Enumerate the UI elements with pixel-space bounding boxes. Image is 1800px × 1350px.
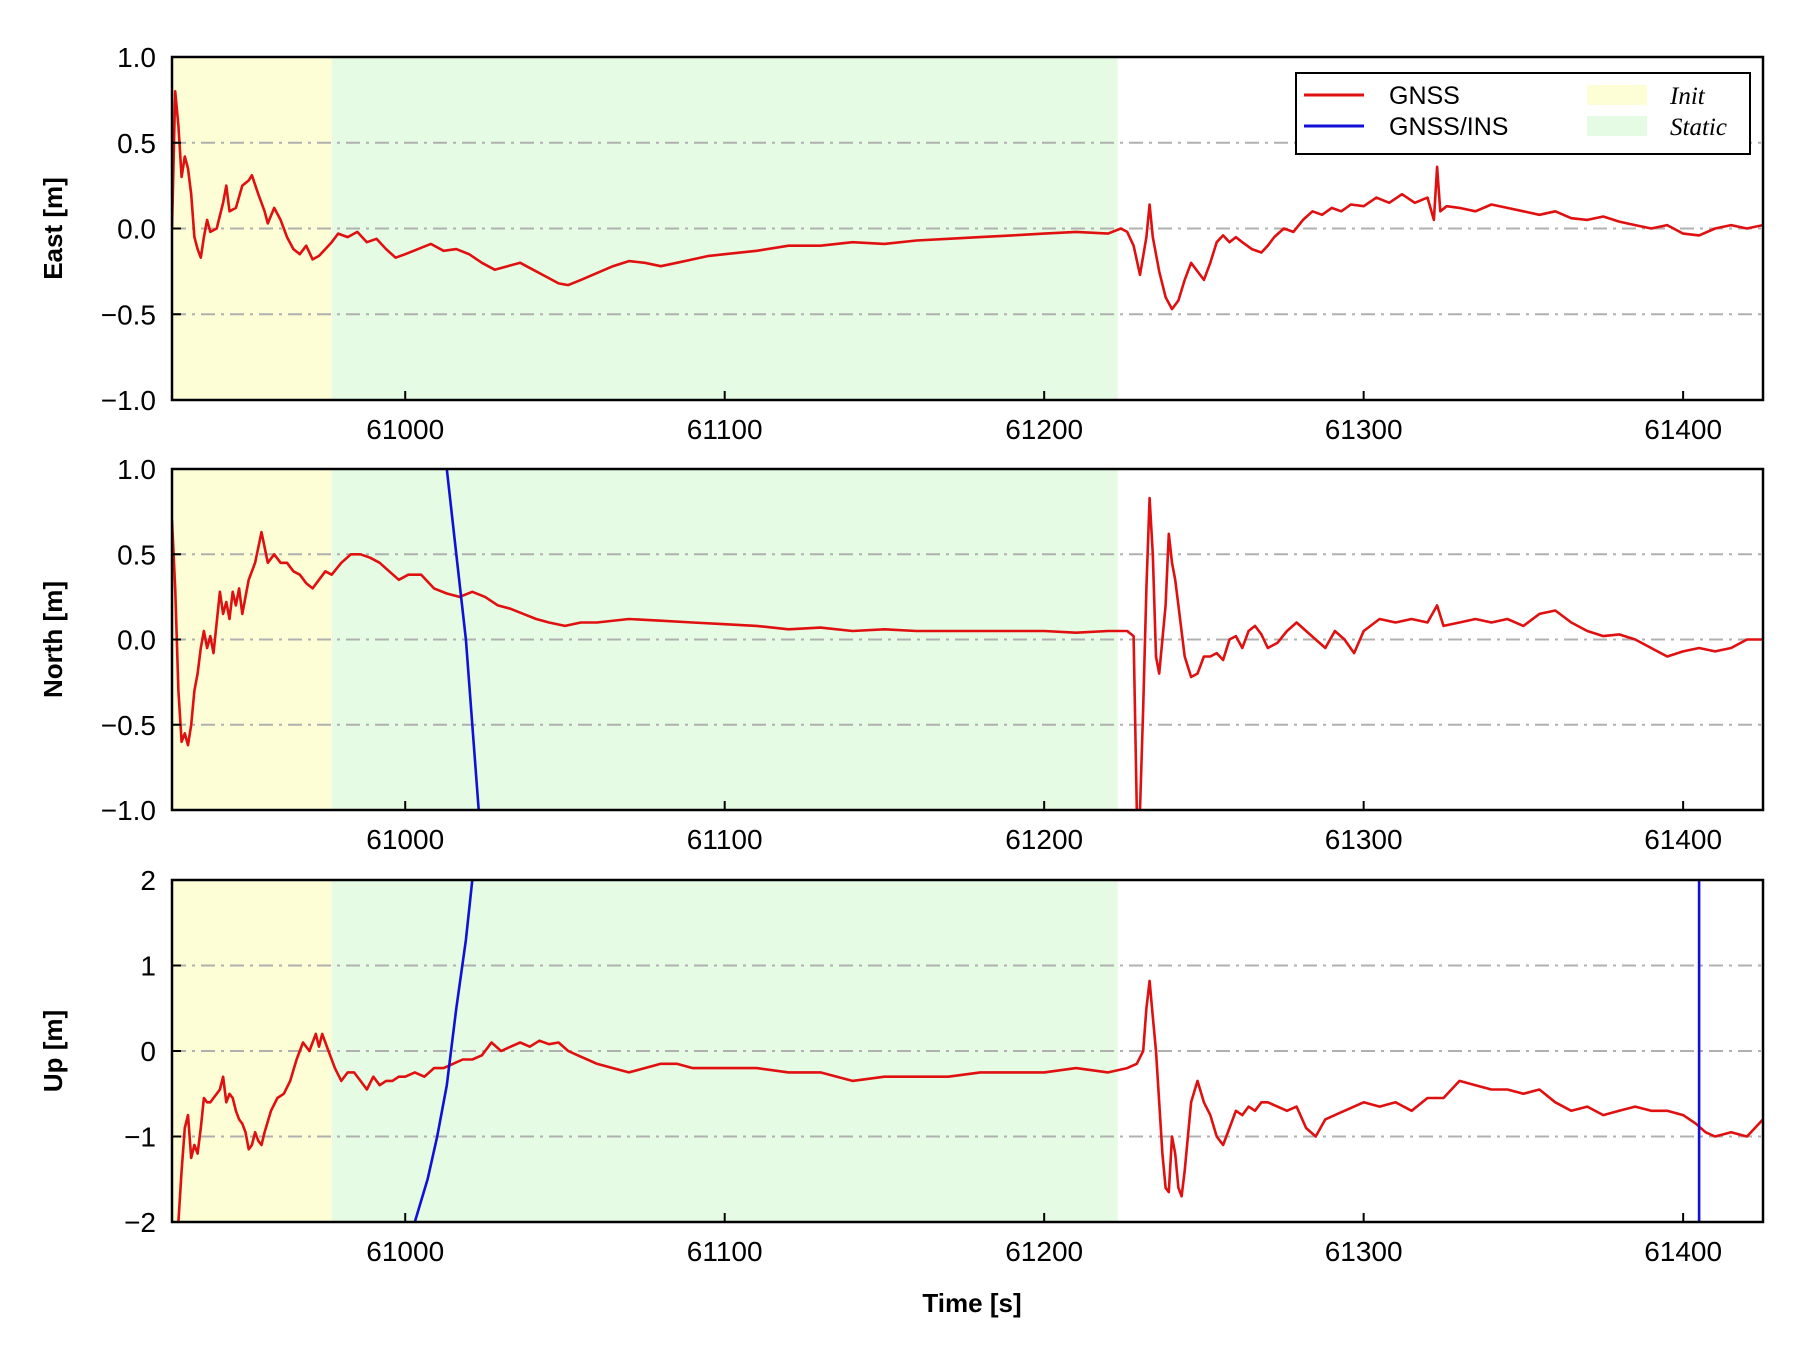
up-y-tick-label: −1 [124, 1122, 156, 1153]
up-series-gnss [177, 979, 1763, 1222]
north-x-tick-label: 61300 [1325, 824, 1403, 855]
north-y-tick-label: 0.5 [117, 539, 156, 570]
legend-box [1295, 72, 1751, 155]
north-series-gnss-ins [445, 469, 480, 810]
east-x-tick-label: 61000 [366, 414, 444, 445]
x-axis-label: Time [s] [922, 1288, 1021, 1318]
north-y-tick-label: 0.0 [117, 625, 156, 656]
east-y-tick-label: 0.0 [117, 214, 156, 245]
legend-swatch-init [1587, 85, 1647, 105]
east-x-tick-label: 61300 [1325, 414, 1403, 445]
north-panel: 61000 61100 61200 61300 61400 −1.0 −0.5 0.0 0.5 1… [38, 454, 1765, 855]
east-x-tick-label: 61400 [1644, 414, 1722, 445]
up-panel: 61000 61100 61200 61300 61400 −2 −1 0 1 2 Up [m] [38, 865, 1765, 1267]
north-y-axis-label: North [m] [38, 581, 68, 698]
up-x-tick-label: 61300 [1325, 1236, 1403, 1267]
east-panel: 61000 61100 61200 61300 61400 −1.0 −0.5 0.0 0.5 1… [38, 42, 1765, 445]
up-x-tick-label: 61100 [687, 1236, 763, 1267]
east-y-tick-label: −1.0 [101, 385, 156, 416]
east-y-axis-label: East [m] [38, 177, 68, 280]
up-x-tick-label: 61200 [1005, 1236, 1083, 1267]
up-x-tick-label: 61000 [366, 1236, 444, 1267]
up-x-tick-label: 61400 [1644, 1236, 1722, 1267]
up-y-axis-label: Up [m] [38, 1010, 68, 1092]
north-x-tick-label: 61400 [1644, 824, 1722, 855]
legend-label-init: Init [1669, 83, 1706, 110]
up-y-tick-label: 0 [140, 1036, 156, 1067]
up-y-tick-label: 1 [140, 951, 156, 982]
up-y-tick-label: 2 [140, 865, 156, 896]
east-y-tick-label: 0.5 [117, 128, 156, 159]
east-x-tick-label: 61200 [1005, 414, 1083, 445]
north-x-tick-label: 61200 [1005, 824, 1083, 855]
legend: GNSS GNSS/INS Init Static [1295, 72, 1751, 155]
panels: 61000 61100 61200 61300 61400 −1.0 −0.5 0.0 0.5 1… [38, 42, 1765, 1267]
legend-label-gnss-ins: GNSS/INS [1389, 113, 1508, 141]
up-series-gnss-ins [413, 880, 474, 1222]
north-x-tick-label: 61000 [366, 824, 444, 855]
east-series-gnss [172, 90, 1763, 311]
legend-swatch-static [1587, 116, 1647, 136]
north-y-tick-label: −0.5 [101, 710, 156, 741]
east-x-tick-label: 61100 [687, 414, 763, 445]
east-y-tick-label: 1.0 [117, 42, 156, 73]
north-y-tick-label: −1.0 [101, 795, 156, 826]
legend-label-gnss: GNSS [1389, 82, 1460, 110]
north-series-gnss [172, 496, 1763, 810]
east-y-tick-label: −0.5 [101, 299, 156, 330]
north-x-tick-label: 61100 [687, 824, 763, 855]
north-y-tick-label: 1.0 [117, 454, 156, 485]
legend-label-static: Static [1670, 114, 1727, 141]
up-y-tick-label: −2 [124, 1207, 156, 1238]
